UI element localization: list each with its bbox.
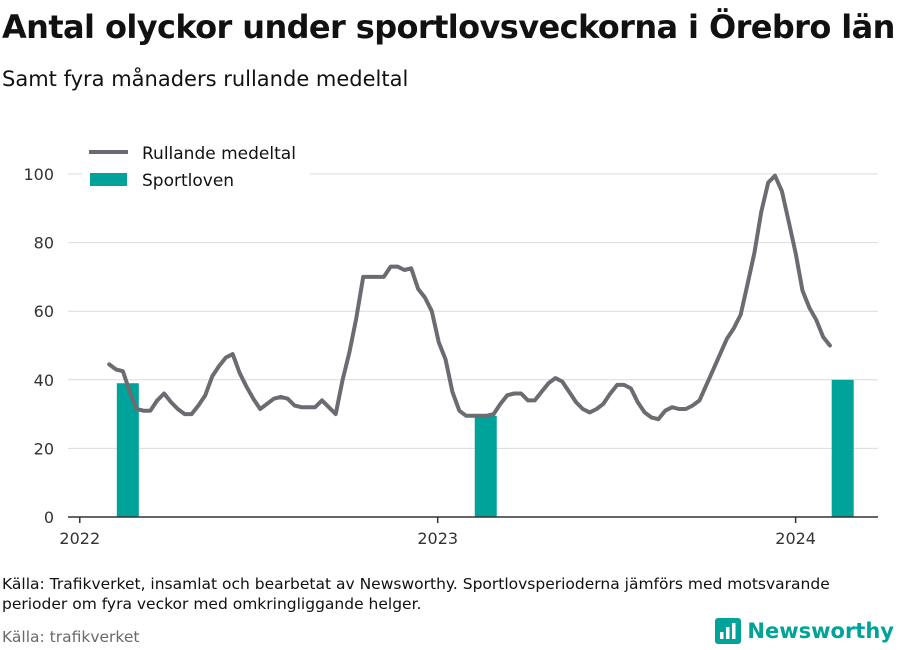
source-text: Källa: trafikverket: [2, 628, 140, 646]
legend-label-rullande-medeltal: Rullande medeltal: [142, 144, 296, 164]
x-tick-label-2022: 2022: [59, 529, 100, 548]
sportlov-bar: [831, 379, 854, 517]
chart-title: Antal olyckor under sportlovsveckorna i …: [2, 8, 895, 46]
y-tick-label-80: 80: [34, 234, 54, 253]
axes: 0 20 40 60 80 100 2022 2023 2024: [23, 165, 878, 548]
rolling-average-line: [107, 173, 832, 422]
sportlov-bar: [474, 415, 497, 517]
chart-subtitle: Samt fyra månaders rullande medeltal: [2, 67, 409, 91]
legend-bar-swatch: [90, 173, 127, 186]
legend-label-sportloven: Sportloven: [142, 171, 234, 191]
footnote: Källa: Trafikverket, insamlat och bearbe…: [2, 575, 830, 613]
legend: Rullande medeltal Sportloven: [82, 140, 310, 198]
y-tick-label-100: 100: [23, 165, 54, 184]
legend-background: [82, 140, 310, 198]
rolling-average-path: [107, 173, 832, 422]
x-tick-label-2023: 2023: [417, 529, 458, 548]
line-bar-chart: 0 20 40 60 80 100 2022 2023 2024 Rullande medelt…: [23, 140, 878, 548]
newsworthy-logo: Newsworthy: [715, 618, 894, 644]
sportlov-bars: [116, 379, 854, 517]
newsworthy-logo-text: Newsworthy: [747, 619, 894, 643]
sportlov-bar: [116, 383, 139, 517]
newsworthy-logo-icon: [715, 618, 742, 644]
x-tick-label-2024: 2024: [775, 529, 816, 548]
gridlines: [68, 173, 878, 449]
y-tick-label-20: 20: [34, 439, 54, 458]
y-tick-label-60: 60: [34, 302, 54, 321]
y-tick-label-40: 40: [34, 371, 54, 390]
y-tick-label-0: 0: [44, 508, 54, 527]
